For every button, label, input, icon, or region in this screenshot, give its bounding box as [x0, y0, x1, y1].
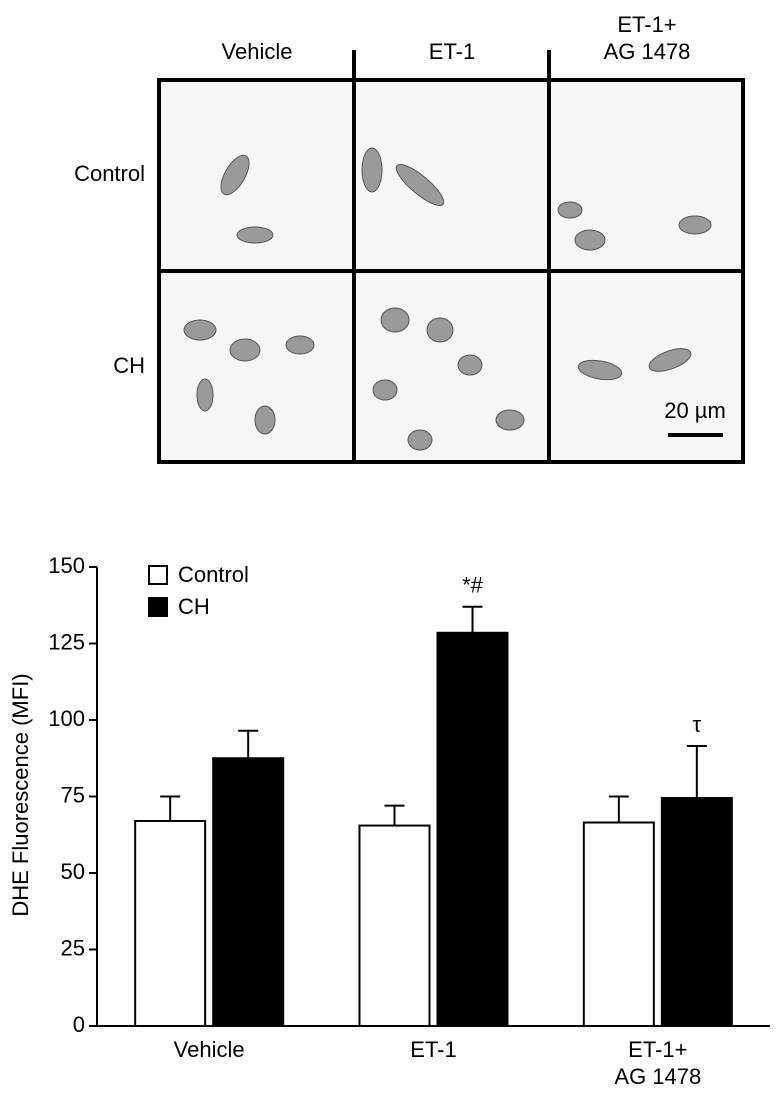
- x-tick-label: ET-1+ AG 1478: [614, 1037, 702, 1089]
- cell: [285, 335, 315, 355]
- cell: [254, 405, 276, 435]
- cell: [495, 409, 525, 431]
- column-label: Vehicle: [221, 39, 293, 64]
- cell: [196, 378, 214, 412]
- legend-label: Control: [178, 562, 249, 587]
- x-tick-label: ET-1: [410, 1037, 457, 1062]
- significance-marker: τ: [692, 712, 701, 737]
- legend-swatch: [148, 565, 168, 585]
- cell: [236, 226, 274, 244]
- column-label: ET-1+ AG 1478: [603, 12, 691, 64]
- cell: [577, 359, 623, 381]
- cell: [426, 317, 454, 343]
- bar: [582, 821, 655, 1028]
- bar: [134, 819, 207, 1027]
- y-tick-label: 100: [48, 706, 85, 731]
- cell: [229, 338, 261, 362]
- bar: [660, 797, 733, 1028]
- scale-bar-label: 20 µm: [664, 398, 726, 423]
- cell: [407, 429, 433, 451]
- legend-label: CH: [178, 594, 210, 619]
- cell: [457, 354, 483, 376]
- y-tick-label: 0: [73, 1012, 85, 1037]
- y-axis-label: DHE Fluorescence (MFI): [8, 673, 33, 916]
- cell: [380, 307, 410, 333]
- y-tick-label: 125: [48, 629, 85, 654]
- bar: [212, 757, 285, 1027]
- bar: [436, 631, 509, 1027]
- y-tick-label: 50: [61, 859, 85, 884]
- cell: [183, 319, 217, 341]
- bar: [358, 824, 431, 1027]
- cell: [372, 379, 398, 401]
- column-label: ET-1: [428, 39, 476, 64]
- row-label: CH: [113, 353, 145, 378]
- cells: [183, 147, 712, 451]
- cell: [361, 147, 383, 193]
- row-label: Control: [74, 161, 145, 186]
- cell: [220, 154, 250, 196]
- y-tick-label: 75: [61, 782, 85, 807]
- significance-marker: *#: [462, 573, 484, 598]
- y-tick-label: 25: [61, 935, 85, 960]
- micrograph-grid: 20 µm Control CH: [74, 50, 745, 464]
- legend-swatch: [148, 597, 168, 617]
- cell: [574, 229, 606, 251]
- cell: [648, 348, 692, 372]
- cell: [678, 215, 712, 235]
- y-tick-label: 150: [48, 553, 85, 578]
- cell: [557, 201, 583, 219]
- x-tick-label: Vehicle: [173, 1037, 245, 1062]
- cell: [395, 164, 445, 206]
